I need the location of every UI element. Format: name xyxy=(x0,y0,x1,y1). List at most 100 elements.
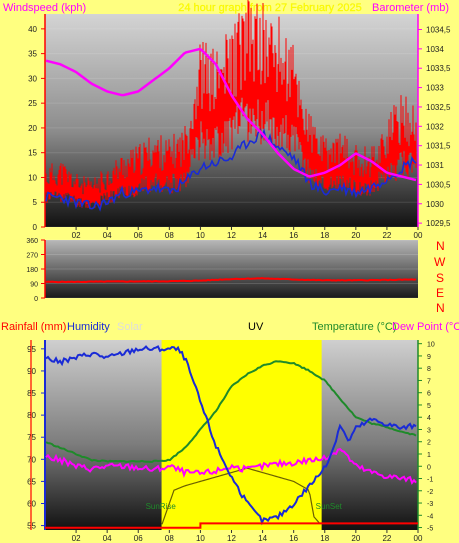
direction-tick-label: 90 xyxy=(30,282,38,289)
direction-panel-background xyxy=(45,240,418,298)
humidity-tick-label: 85 xyxy=(27,389,36,398)
wind-tick-label: 35 xyxy=(28,50,37,59)
humidity-axis-label: Humidity xyxy=(67,321,110,333)
direction-tick-label: 180 xyxy=(26,267,38,274)
wind-x-tick-label: 00 xyxy=(414,231,423,240)
barometer-tick-label: 1032,5 xyxy=(426,103,451,112)
average-wind-line xyxy=(45,128,417,212)
sunrise-label: SunRise xyxy=(146,502,177,511)
wind-x-tick-label: 22 xyxy=(382,231,391,240)
barometer-tick-label: 1031,5 xyxy=(426,142,451,151)
humidity-tick-label: 90 xyxy=(27,367,36,376)
bottom-x-tick-label: 10 xyxy=(196,534,205,543)
graph-title: 24 hour graph from 27 February 2025 xyxy=(178,2,361,14)
temperature-tick-label: 3 xyxy=(427,427,431,434)
humidity-tick-label: 80 xyxy=(27,411,36,420)
windspeed-bars xyxy=(45,0,417,209)
humidity-tick-label: 95 xyxy=(27,345,36,354)
bottom-x-tick-label: 08 xyxy=(165,534,174,543)
temperature-tick-label: -3 xyxy=(427,501,433,508)
compass-n-bottom: N xyxy=(436,301,445,315)
barometer-line xyxy=(45,47,417,182)
barometer-tick-label: 1029,5 xyxy=(426,219,451,228)
dewpoint-line xyxy=(45,447,417,485)
temperature-tick-label: 1 xyxy=(427,452,431,459)
solar-axis-label: Solar xyxy=(117,321,143,333)
temperature-tick-label: 8 xyxy=(427,366,431,373)
bottom-x-tick-label: 22 xyxy=(382,534,391,543)
wind-tick-label: 25 xyxy=(28,99,37,108)
temperature-tick-label: 2 xyxy=(427,440,431,447)
temperature-tick-label: 5 xyxy=(427,403,431,410)
humidity-tick-label: 70 xyxy=(27,455,36,464)
temperature-axis-label: Temperature (°C) xyxy=(312,321,396,333)
wind-x-tick-label: 10 xyxy=(196,231,205,240)
rainfall-axis-label: Rainfall (mm) xyxy=(1,321,66,333)
barometer-tick-label: 1031 xyxy=(426,161,444,170)
sunset-label: SunSet xyxy=(316,502,343,511)
humidity-line xyxy=(45,345,417,526)
temperature-tick-label: -2 xyxy=(427,489,433,496)
barometer-tick-label: 1030,5 xyxy=(426,180,451,189)
barometer-tick-label: 1033,5 xyxy=(426,64,451,73)
bottom-x-tick-label: 04 xyxy=(103,534,112,543)
bottom-x-tick-label: 02 xyxy=(72,534,81,543)
barometer-axis-label: Barometer (mb) xyxy=(372,2,449,14)
compass-e: E xyxy=(436,286,444,300)
barometer-tick-label: 1030 xyxy=(426,200,444,209)
solar-line xyxy=(161,467,321,525)
wind-tick-label: 20 xyxy=(28,124,37,133)
compass-n-top: N xyxy=(436,239,445,253)
wind-x-tick-label: 08 xyxy=(165,231,174,240)
compass-s: S xyxy=(436,271,444,285)
wind-tick-label: 30 xyxy=(28,74,37,83)
bottom-x-tick-label: 18 xyxy=(320,534,329,543)
wind-direction-line xyxy=(45,277,417,284)
temperature-tick-label: -4 xyxy=(427,513,433,520)
compass-w: W xyxy=(434,255,446,269)
temperature-tick-label: -5 xyxy=(427,526,433,533)
direction-tick-label: 360 xyxy=(26,238,38,245)
bottom-x-tick-label: 12 xyxy=(227,534,236,543)
wind-tick-label: 40 xyxy=(28,25,37,34)
bottom-x-tick-label: 00 xyxy=(414,534,423,543)
humidity-tick-label: 60 xyxy=(27,499,36,508)
temperature-tick-label: -1 xyxy=(427,477,433,484)
humidity-tick-label: 55 xyxy=(27,522,36,531)
wind-tick-label: 15 xyxy=(28,149,37,158)
humidity-tick-label: 75 xyxy=(27,433,36,442)
wind-x-tick-label: 14 xyxy=(258,231,267,240)
temperature-tick-label: 0 xyxy=(427,464,431,471)
uv-axis-label: UV xyxy=(248,321,264,333)
wind-x-tick-label: 18 xyxy=(320,231,329,240)
rainfall-line xyxy=(45,522,418,529)
wind-tick-label: 10 xyxy=(28,173,37,182)
temperature-tick-label: 4 xyxy=(427,415,431,422)
wind-x-tick-label: 04 xyxy=(103,231,112,240)
temperature-tick-label: 6 xyxy=(427,391,431,398)
wind-x-tick-label: 16 xyxy=(289,231,298,240)
temperature-tick-label: 10 xyxy=(427,342,435,349)
direction-tick-label: 0 xyxy=(34,296,38,303)
bottom-x-tick-label: 16 xyxy=(289,534,298,543)
direction-tick-label: 270 xyxy=(26,253,38,260)
wind-x-tick-label: 06 xyxy=(134,231,143,240)
wind-x-tick-label: 20 xyxy=(351,231,360,240)
bottom-x-tick-label: 14 xyxy=(258,534,267,543)
barometer-tick-label: 1034,5 xyxy=(426,25,451,34)
wind-tick-label: 0 xyxy=(33,223,38,232)
temperature-tick-label: 7 xyxy=(427,378,431,385)
temperature-tick-label: 9 xyxy=(427,354,431,361)
wind-tick-label: 5 xyxy=(33,198,38,207)
bottom-x-tick-label: 06 xyxy=(134,534,143,543)
barometer-tick-label: 1033 xyxy=(426,84,444,93)
barometer-tick-label: 1034 xyxy=(426,45,444,54)
barometer-tick-label: 1032 xyxy=(426,122,444,131)
temperature-line xyxy=(45,360,417,463)
bottom-x-tick-label: 20 xyxy=(351,534,360,543)
windspeed-axis-label: Windspeed (kph) xyxy=(3,2,86,14)
dewpoint-axis-label: Dew Point (°C) xyxy=(392,321,459,333)
humidity-tick-label: 65 xyxy=(27,477,36,486)
daylight-band xyxy=(161,340,322,530)
